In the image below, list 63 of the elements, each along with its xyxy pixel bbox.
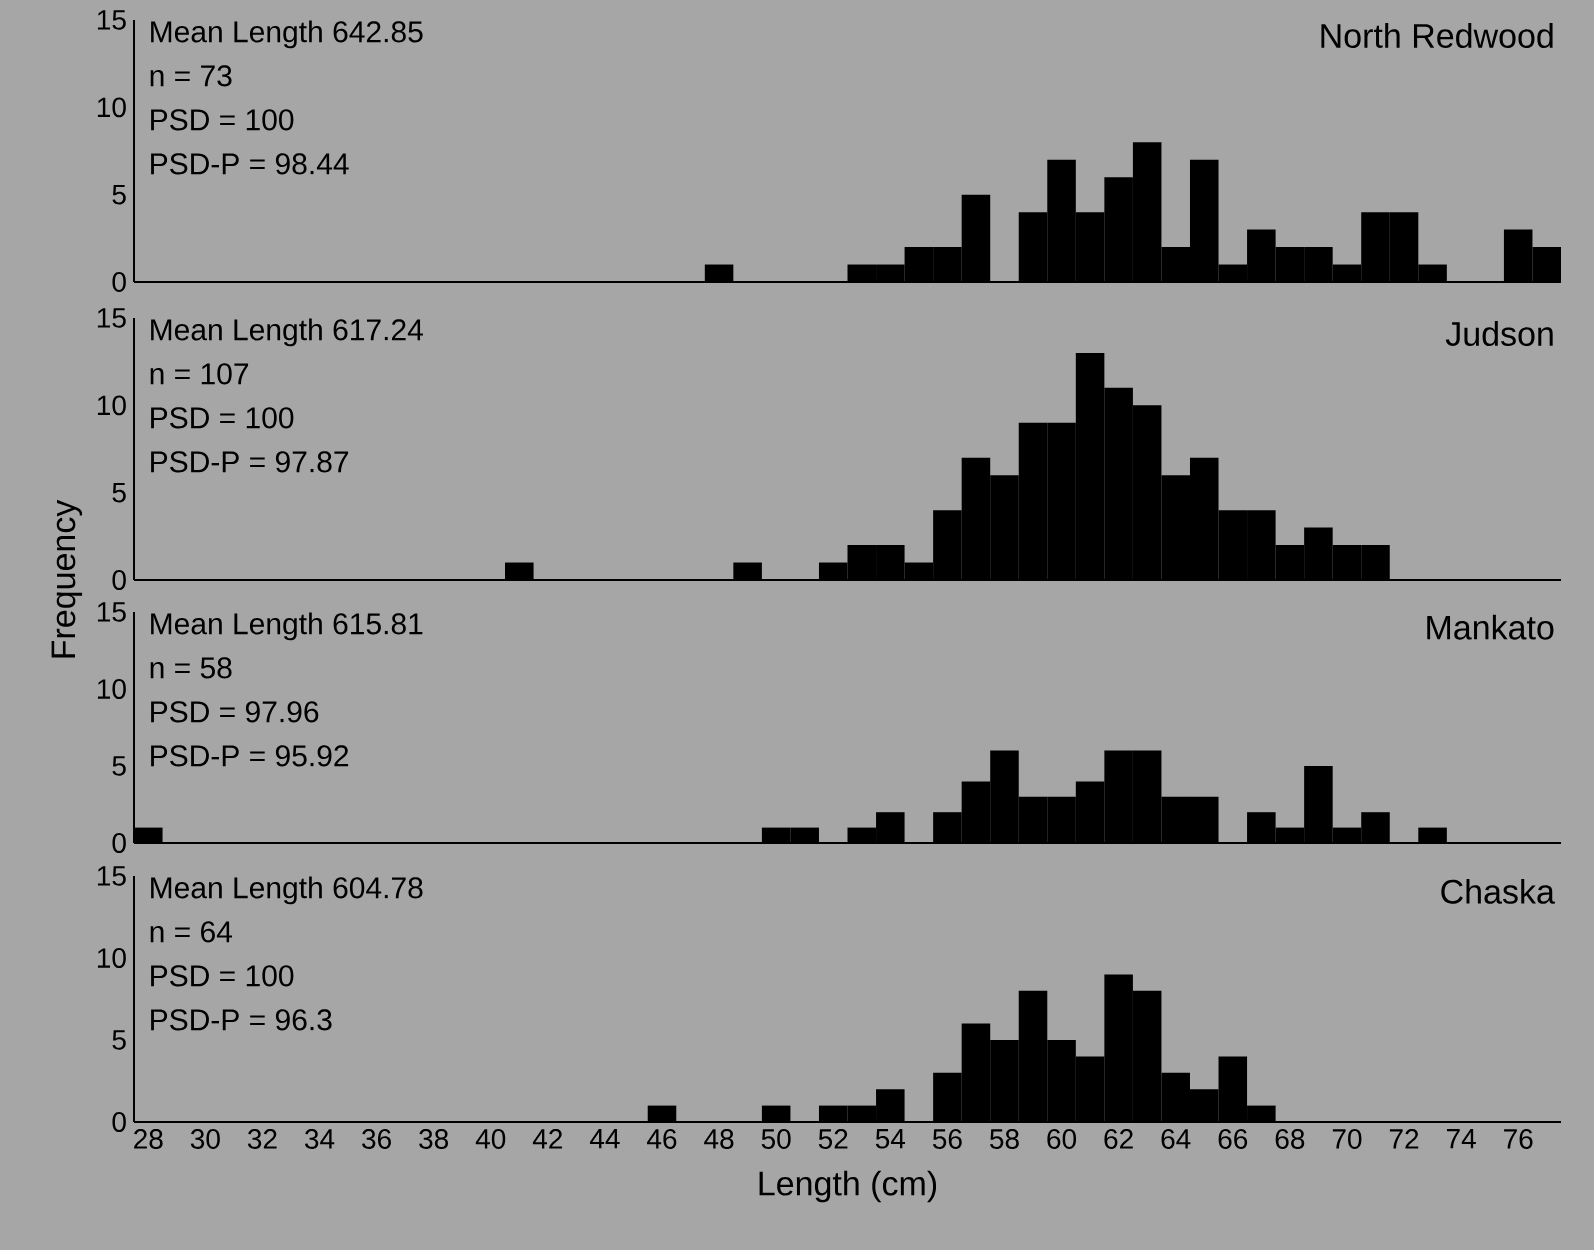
x-tick-label: 40: [475, 1129, 506, 1149]
chart-title: Mankato: [1427, 614, 1554, 640]
y-tick-label: 15: [97, 866, 126, 886]
y-tick-label: 10: [97, 679, 126, 699]
annotation: n = 73: [150, 65, 232, 87]
y-tick-label: 10: [97, 395, 126, 416]
annotation: n = 64: [150, 921, 233, 943]
x-tick-label: 74: [1446, 1129, 1476, 1149]
x-tick-label: 62: [1104, 1129, 1133, 1149]
x-tick-label: 36: [362, 1129, 391, 1149]
x-tick-label: 30: [190, 1129, 220, 1149]
annotation: PSD = 100: [151, 407, 294, 429]
annotation: n = 58: [150, 657, 232, 679]
annotation: PSD-P = 98.44: [151, 153, 349, 175]
y-tick-label: 10: [97, 948, 126, 968]
y-tick-label: 10: [97, 97, 126, 118]
annotation: PSD-P = 96.3: [151, 1009, 332, 1031]
x-tick-label: 48: [704, 1129, 734, 1149]
annotation: Mean Length 642.85: [151, 20, 423, 49]
y-tick-label: 5: [112, 756, 126, 776]
x-tick-label: 72: [1389, 1129, 1419, 1149]
y-tick-label: 0: [112, 570, 126, 590]
y-tick-label: 0: [112, 272, 126, 292]
annotation: Mean Length 615.81: [151, 612, 423, 641]
x-tick-label: 58: [990, 1129, 1019, 1149]
annotation: PSD-P = 95.92: [151, 745, 349, 767]
y-axis-title: Frequency: [51, 499, 83, 658]
chart-title: Judson: [1445, 321, 1553, 346]
annotation: PSD-P = 97.87: [151, 451, 349, 473]
chart-title: North Redwood: [1321, 23, 1553, 48]
x-tick-label: 54: [875, 1129, 906, 1149]
x-tick-label: 42: [532, 1129, 563, 1149]
x-tick-label: 66: [1218, 1129, 1248, 1149]
x-tick-label: 76: [1504, 1129, 1533, 1149]
x-tick-label: 32: [247, 1129, 277, 1149]
annotation: n = 107: [150, 363, 249, 385]
x-tick-label: 68: [1275, 1129, 1305, 1149]
y-tick-label: 5: [112, 1030, 126, 1050]
chart-title: Chaska: [1441, 878, 1555, 904]
x-tick-label: 52: [818, 1129, 848, 1149]
y-tick-label: 0: [112, 1112, 126, 1132]
annotation: PSD = 97.96: [151, 701, 319, 723]
x-tick-label: 50: [761, 1129, 791, 1149]
y-tick-label: 5: [112, 482, 126, 503]
x-tick-label: 44: [589, 1129, 620, 1149]
x-tick-label: 38: [419, 1129, 449, 1149]
y-tick-label: 15: [97, 10, 126, 30]
x-axis-title: Length (cm): [759, 1170, 937, 1203]
annotation: Mean Length 604.78: [151, 876, 423, 905]
y-tick-label: 15: [97, 308, 126, 328]
x-tick-label: 70: [1332, 1129, 1362, 1149]
y-tick-label: 5: [112, 184, 126, 205]
x-tick-label: 28: [134, 1129, 163, 1149]
x-tick-label: 56: [932, 1129, 962, 1149]
x-tick-label: 64: [1161, 1129, 1191, 1149]
y-tick-label: 15: [97, 602, 126, 622]
annotation: Mean Length 617.24: [151, 318, 423, 347]
annotation: PSD = 100: [151, 965, 294, 987]
y-tick-label: 0: [112, 833, 126, 853]
annotation: PSD = 100: [151, 109, 294, 131]
x-tick-label: 34: [305, 1129, 335, 1149]
x-tick-label: 46: [647, 1129, 677, 1149]
x-tick-label: 60: [1047, 1129, 1077, 1149]
